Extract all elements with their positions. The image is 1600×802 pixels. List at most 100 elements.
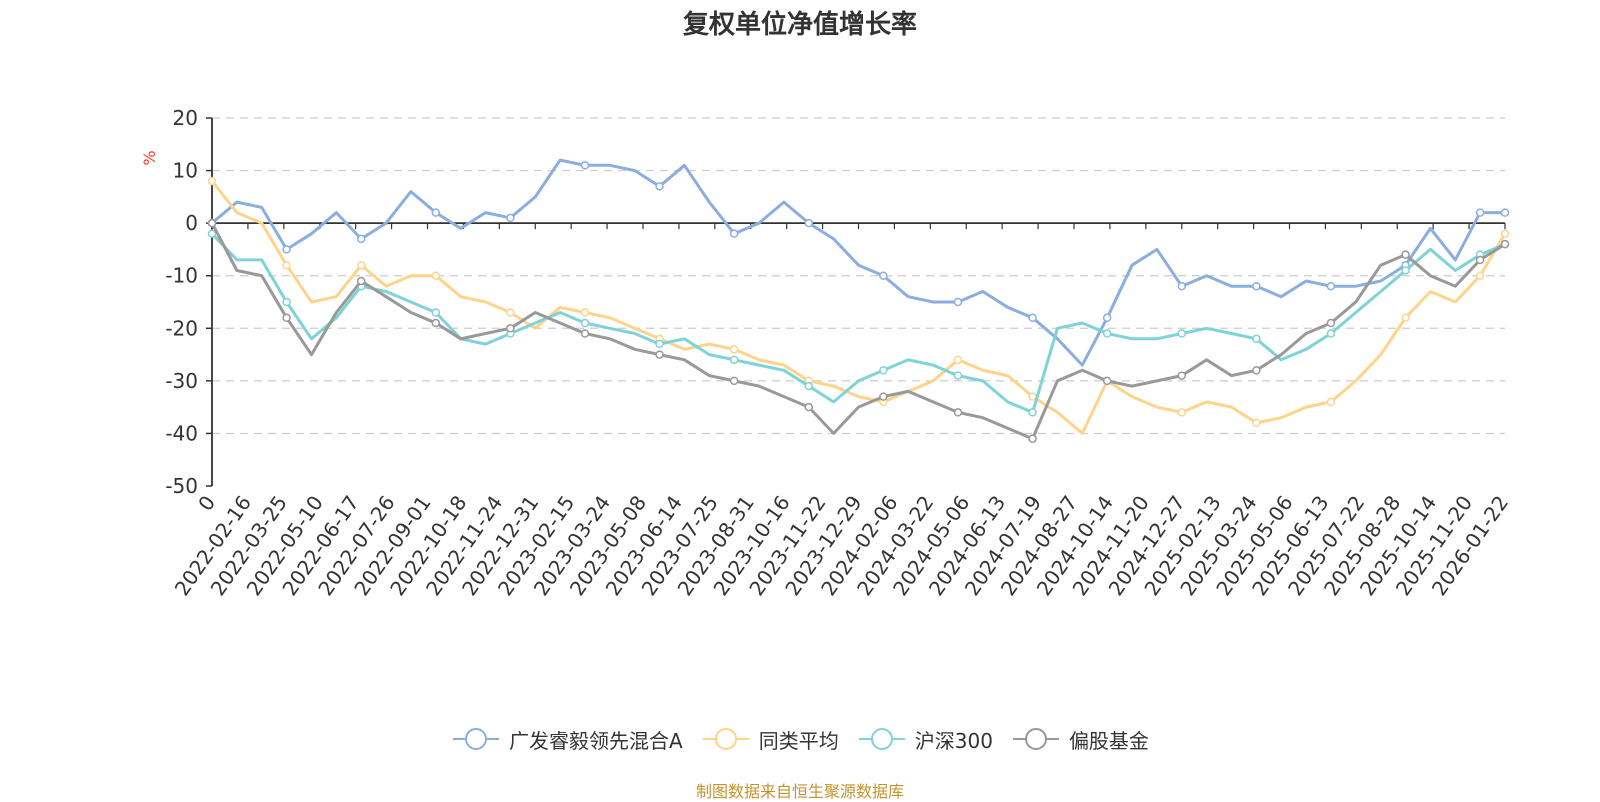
series-point bbox=[1326, 329, 1336, 338]
series-line bbox=[210, 232, 1506, 414]
series-point bbox=[953, 297, 963, 307]
legend-label: 偏股基金 bbox=[1068, 728, 1149, 753]
series-point bbox=[431, 208, 441, 217]
y-tick-label: -10 bbox=[165, 264, 198, 288]
y-axis-unit-label: % bbox=[140, 150, 159, 165]
series-point bbox=[506, 308, 515, 317]
series-lines bbox=[207, 158, 1510, 443]
legend-item-4[interactable]: 偏股基金 bbox=[1011, 724, 1149, 754]
series-point bbox=[1475, 208, 1485, 217]
series-point bbox=[1102, 376, 1112, 386]
y-tick-label: -30 bbox=[165, 369, 198, 393]
series-point bbox=[356, 276, 366, 286]
series-point bbox=[1401, 266, 1410, 275]
series-point bbox=[1500, 208, 1510, 217]
series-point bbox=[1102, 313, 1112, 323]
series-point bbox=[431, 308, 441, 317]
y-tick-label: 10 bbox=[173, 159, 198, 183]
series-point bbox=[1252, 334, 1261, 344]
data-source-note: 制图数据来自恒生聚源数据库 bbox=[695, 782, 904, 801]
series-point bbox=[729, 345, 739, 354]
series-point bbox=[580, 161, 590, 170]
axes bbox=[206, 117, 1506, 487]
legend-item-3[interactable]: 沪深300 bbox=[857, 724, 993, 754]
series-point bbox=[282, 260, 291, 270]
series-point bbox=[1028, 434, 1037, 443]
series-point bbox=[207, 229, 217, 238]
series-point bbox=[879, 271, 888, 280]
series-point bbox=[879, 392, 888, 401]
series-point bbox=[431, 318, 441, 328]
series-point bbox=[207, 218, 217, 228]
series-point bbox=[356, 234, 366, 244]
series-point bbox=[1475, 255, 1485, 265]
series-point bbox=[1252, 418, 1261, 428]
series-point bbox=[804, 381, 814, 391]
series-point bbox=[1326, 281, 1336, 291]
x-tick-label: 0 bbox=[193, 491, 220, 515]
series-line bbox=[210, 180, 1507, 435]
legend-swatch-icon bbox=[453, 728, 500, 750]
chart-title: 复权单位净值增长率 bbox=[682, 10, 917, 40]
legend-swatch-icon bbox=[1012, 728, 1059, 750]
series-point bbox=[580, 329, 590, 338]
series-point bbox=[580, 308, 590, 317]
series-point bbox=[1500, 229, 1510, 238]
series-point bbox=[804, 402, 814, 412]
series-point bbox=[655, 350, 664, 359]
series-point bbox=[282, 313, 291, 323]
legend-label: 同类平均 bbox=[758, 728, 839, 753]
series-1 bbox=[207, 158, 1510, 367]
grid-lines bbox=[212, 117, 1505, 435]
series-point bbox=[1475, 271, 1485, 280]
series-point bbox=[1326, 397, 1336, 407]
series-line bbox=[210, 222, 1506, 441]
series-point bbox=[729, 229, 739, 238]
series-point bbox=[655, 182, 664, 191]
legend-swatch-icon bbox=[858, 728, 905, 750]
series-3 bbox=[207, 229, 1510, 417]
series-point bbox=[1177, 408, 1186, 417]
y-tick-label: -40 bbox=[165, 421, 198, 445]
series-point bbox=[879, 366, 888, 375]
series-point bbox=[1177, 281, 1186, 291]
series-point bbox=[1102, 329, 1112, 338]
line-chart: 20100-10-20-30-40-50%02022-02-162022-03-… bbox=[140, 106, 1513, 600]
series-point bbox=[953, 371, 963, 380]
series-point bbox=[804, 218, 814, 228]
series-4 bbox=[207, 218, 1510, 443]
series-point bbox=[729, 355, 739, 365]
y-tick-label: 20 bbox=[173, 106, 198, 130]
series-point bbox=[1401, 250, 1410, 259]
series-point bbox=[207, 176, 217, 186]
series-point bbox=[729, 376, 739, 386]
series-point bbox=[1500, 239, 1510, 249]
legend-item-1[interactable]: 广发睿毅领先混合A bbox=[451, 724, 683, 754]
series-point bbox=[356, 260, 366, 270]
y-tick-label: -20 bbox=[165, 316, 198, 340]
series-point bbox=[1177, 371, 1186, 380]
series-line bbox=[211, 158, 1505, 367]
series-point bbox=[1326, 318, 1336, 328]
series-point bbox=[282, 297, 291, 307]
legend-item-2[interactable]: 同类平均 bbox=[701, 724, 839, 754]
series-point bbox=[506, 324, 515, 333]
series-point bbox=[580, 318, 590, 328]
series-point bbox=[282, 245, 291, 254]
series-point bbox=[431, 271, 441, 280]
series-point bbox=[1028, 408, 1037, 417]
legend-swatch-icon bbox=[702, 728, 749, 750]
series-point bbox=[506, 213, 515, 223]
series-point bbox=[953, 408, 963, 417]
series-point bbox=[1177, 329, 1186, 338]
tick-labels: 20100-10-20-30-40-50%02022-02-162022-03-… bbox=[140, 106, 1513, 600]
series-point bbox=[1252, 366, 1261, 375]
series-point bbox=[1028, 313, 1037, 323]
series-2 bbox=[207, 176, 1510, 435]
legend-label: 广发睿毅领先混合A bbox=[509, 728, 683, 753]
y-tick-label: 0 bbox=[185, 211, 198, 235]
series-point bbox=[1401, 313, 1410, 323]
series-point bbox=[1252, 281, 1261, 291]
series-point bbox=[655, 339, 664, 349]
chart-legend: 广发睿毅领先混合A 同类平均 沪深300 偏股基金 bbox=[0, 722, 1600, 756]
